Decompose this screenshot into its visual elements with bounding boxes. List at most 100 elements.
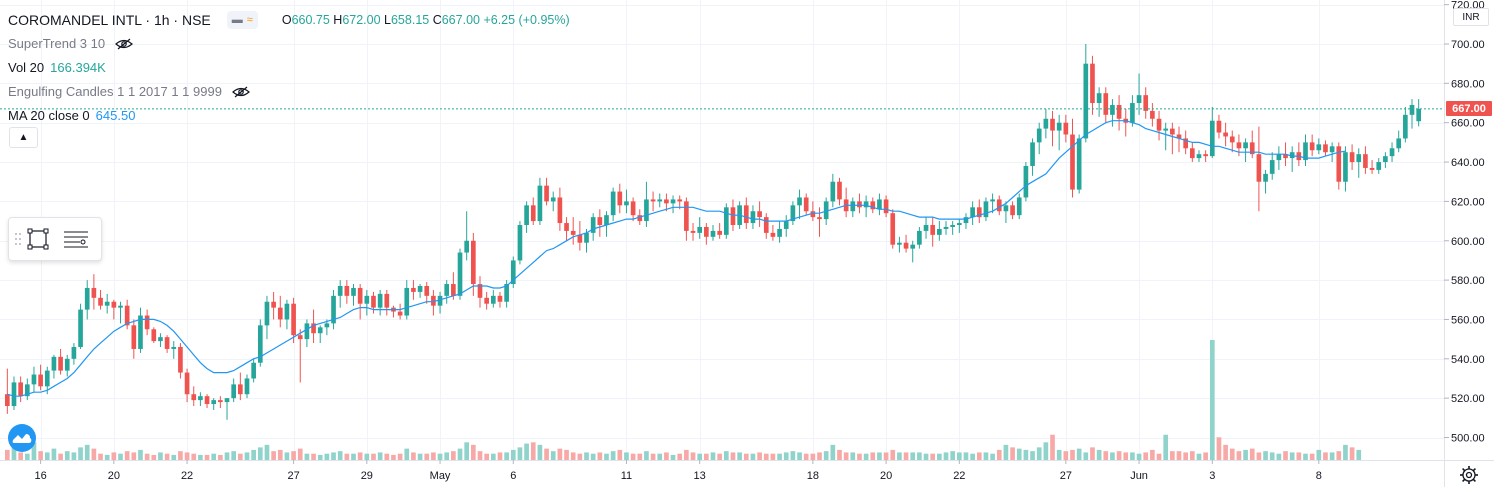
drawing-toolbar[interactable] bbox=[8, 217, 102, 261]
candle-body bbox=[557, 197, 563, 224]
volume-bar bbox=[1130, 452, 1135, 460]
volume-bar bbox=[357, 452, 363, 460]
candle-body bbox=[1309, 142, 1315, 151]
candle-body bbox=[1349, 152, 1355, 163]
volume-bar bbox=[670, 454, 676, 460]
collapse-legend-button[interactable]: ▲ bbox=[9, 127, 38, 148]
volume-bar bbox=[1349, 447, 1355, 460]
time-tick-label: 18 bbox=[807, 470, 819, 482]
candle-body bbox=[783, 221, 789, 229]
candle-body bbox=[577, 234, 583, 243]
candle-body bbox=[1036, 128, 1042, 143]
volume-bar bbox=[1170, 451, 1175, 460]
candle-body bbox=[437, 295, 443, 306]
currency-badge[interactable]: INR bbox=[1453, 8, 1489, 26]
gear-icon[interactable] bbox=[1459, 465, 1479, 485]
volume-bar bbox=[44, 452, 50, 460]
symbol-title[interactable]: COROMANDEL INTL · 1h · NSE bbox=[8, 12, 211, 28]
volume-bar bbox=[91, 448, 97, 460]
volume-bar bbox=[351, 453, 356, 460]
candle-body bbox=[1196, 154, 1202, 159]
volume-bar bbox=[1276, 453, 1282, 460]
candle-body bbox=[118, 305, 123, 308]
candle-body bbox=[976, 207, 982, 218]
tradingview-logo[interactable] bbox=[8, 424, 36, 452]
candle-body bbox=[98, 297, 103, 306]
candle-body bbox=[1110, 104, 1115, 115]
volume-bar bbox=[897, 452, 902, 460]
candle-body bbox=[78, 309, 83, 347]
candle-body bbox=[870, 201, 876, 210]
price-tick-label: 620.00 bbox=[1451, 196, 1485, 208]
candle-body bbox=[244, 378, 250, 395]
candle-body bbox=[1216, 120, 1222, 133]
eye-hidden-icon[interactable] bbox=[115, 38, 134, 50]
volume-bar bbox=[191, 453, 197, 460]
candle-body bbox=[803, 197, 809, 212]
candle-body bbox=[1396, 138, 1402, 149]
volume-bar bbox=[1103, 451, 1109, 460]
candle-body bbox=[677, 199, 683, 202]
candle-body bbox=[1389, 148, 1395, 157]
volume-bar bbox=[1023, 449, 1029, 460]
candle-body bbox=[877, 199, 882, 210]
candle-body bbox=[324, 323, 330, 328]
volume-bar bbox=[1316, 449, 1322, 460]
candle-body bbox=[11, 382, 17, 407]
candle-body bbox=[58, 356, 63, 371]
high-value: 672.00 bbox=[342, 13, 381, 27]
volume-bar bbox=[1090, 447, 1095, 460]
volume-bar bbox=[723, 451, 729, 460]
open-label: O bbox=[281, 13, 292, 27]
candle-body bbox=[564, 223, 569, 231]
candle-body bbox=[471, 240, 476, 285]
eye-hidden-icon[interactable] bbox=[232, 86, 250, 98]
candle-body bbox=[943, 226, 949, 229]
volume-bar bbox=[397, 453, 403, 460]
volume-bar bbox=[291, 451, 296, 460]
candle-body bbox=[544, 185, 549, 202]
candle-body bbox=[817, 217, 822, 220]
indicator-supertrend[interactable]: SuperTrend 3 10 bbox=[8, 32, 570, 56]
volume-bar bbox=[138, 449, 143, 460]
indicator-ma[interactable]: MA 20 close 0 645.50 bbox=[8, 104, 570, 128]
candle-body bbox=[477, 284, 483, 298]
volume-bar bbox=[124, 451, 130, 460]
drag-handle-icon[interactable] bbox=[13, 229, 23, 249]
indicator-engulfing[interactable]: Engulfing Candles 1 1 2017 1 1 9999 bbox=[8, 80, 570, 104]
candle-body bbox=[504, 284, 509, 302]
candle-body bbox=[490, 295, 496, 304]
volume-bar bbox=[770, 453, 776, 460]
volume-bar bbox=[1010, 447, 1015, 460]
volume-bar bbox=[937, 453, 942, 460]
candle-body bbox=[1143, 95, 1149, 111]
rectangle-tool-button[interactable] bbox=[23, 224, 53, 254]
candle-body bbox=[657, 199, 663, 202]
time-axis[interactable]: 16 20 22 27 29 May 6 11 13 18 20 22 27 Jun 3 8 bbox=[34, 460, 1322, 482]
candle-body bbox=[451, 284, 456, 296]
volume-bar bbox=[650, 453, 656, 460]
chart-legend: COROMANDEL INTL · 1h · NSE ▬ ≈ O660.75 H… bbox=[8, 8, 570, 128]
indicator-volume[interactable]: Vol 20 166.394K bbox=[8, 56, 570, 80]
candle-body bbox=[198, 396, 203, 401]
volume-bar bbox=[917, 452, 922, 460]
candle-body bbox=[664, 199, 669, 204]
chart-style-toggle[interactable]: ▬ ≈ bbox=[226, 11, 258, 29]
volume-bar bbox=[557, 448, 563, 460]
candle-body bbox=[637, 215, 643, 222]
candle-body bbox=[497, 295, 503, 302]
candle-body bbox=[1403, 114, 1408, 139]
volume-bar bbox=[763, 453, 769, 460]
candle-body bbox=[1083, 63, 1089, 139]
time-tick-label: 13 bbox=[694, 470, 706, 482]
time-tick-label: 22 bbox=[953, 470, 965, 482]
price-axis[interactable]: 500.00 520.00 540.00 560.00 580.00 600.00 620.… bbox=[1444, 0, 1485, 445]
lines-tool-button[interactable] bbox=[61, 224, 91, 254]
open-value: 660.75 bbox=[291, 13, 330, 27]
time-tick-label: 29 bbox=[361, 470, 373, 482]
candle-body bbox=[1003, 205, 1009, 212]
candle-body bbox=[264, 301, 270, 326]
candle-body bbox=[517, 225, 523, 261]
volume-bar bbox=[524, 443, 529, 460]
volume-bar bbox=[257, 447, 263, 460]
